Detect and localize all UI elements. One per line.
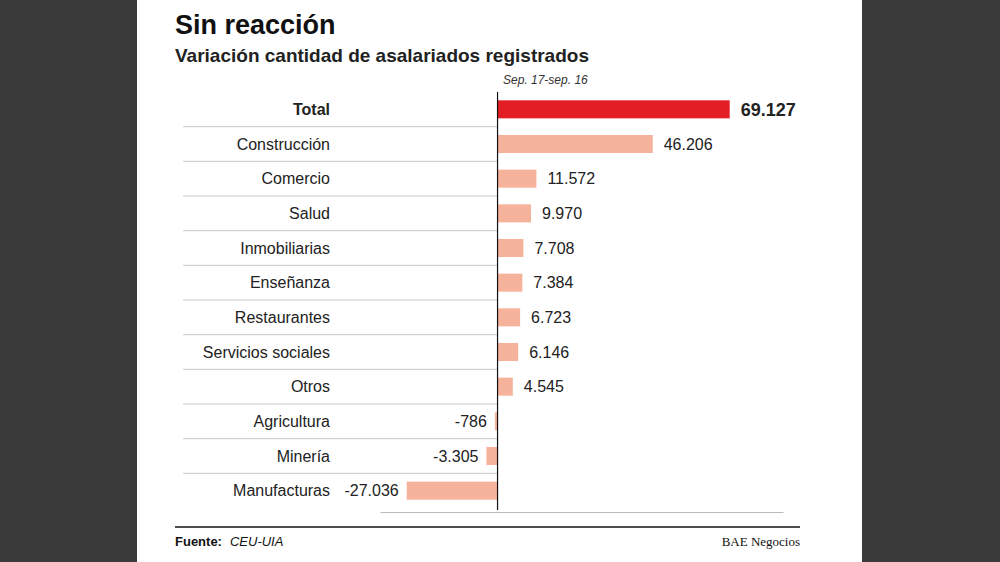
subtitle: Variación cantidad de asalariados regist…: [175, 45, 589, 66]
row-separator: [183, 334, 498, 335]
category-label: Servicios sociales: [203, 344, 330, 361]
background: [0, 0, 1000, 562]
row-separator: [183, 196, 498, 197]
category-label: Restaurantes: [235, 309, 330, 326]
bar: [407, 482, 498, 500]
row-separator: [183, 473, 498, 474]
row-separator: [183, 230, 498, 231]
row-separator: [183, 369, 498, 370]
panel: [137, 0, 862, 562]
category-label: Construcción: [237, 136, 330, 153]
data-label: 9.970: [542, 205, 582, 222]
bar: [498, 100, 730, 118]
bar: [498, 170, 537, 188]
row-separator: [183, 161, 498, 162]
category-labels: Total Construcción Comercio Salud Inmobiliar…: [203, 101, 330, 499]
bar: [498, 378, 513, 396]
category-label: Enseñanza: [250, 274, 330, 291]
data-label: 4.545: [524, 378, 564, 395]
category-label: Total: [293, 101, 330, 118]
data-label: 46.206: [664, 136, 713, 153]
data-label: 11.572: [547, 170, 595, 187]
footer-rule: [175, 526, 800, 528]
data-label: 6.723: [531, 309, 571, 326]
bar: [498, 308, 521, 326]
bar: [498, 239, 524, 257]
row-separators: [183, 127, 498, 474]
data-label: 6.146: [529, 344, 569, 361]
bar: [498, 135, 653, 153]
data-label: 7.708: [534, 240, 574, 257]
row-separator: [183, 404, 498, 405]
title: Sin reacción: [175, 10, 336, 40]
data-labels: 69.127 46.206 11.572 9.970 7.708 7.384 6.723 6.…: [344, 100, 795, 500]
data-label: -27.036: [344, 482, 398, 499]
data-label: 69.127: [741, 100, 796, 120]
category-label: Inmobiliarias: [240, 240, 330, 257]
zero-line: [497, 92, 498, 510]
category-label: Manufacturas: [233, 482, 330, 499]
axis-line: [381, 512, 784, 513]
category-label: Salud: [289, 205, 330, 222]
row-separator: [183, 265, 498, 266]
bar: [498, 274, 523, 292]
category-label: Minería: [277, 448, 330, 465]
category-label: Agricultura: [254, 413, 331, 430]
bars: [407, 100, 730, 499]
row-separator: [183, 300, 498, 301]
x-axis: [381, 512, 784, 513]
row-separator: [183, 438, 498, 439]
source: CEU-UIA: [230, 534, 283, 549]
category-label: Comercio: [262, 170, 331, 187]
row-separator: [183, 126, 498, 127]
chart: Sin reacción Variación cantidad de asalar…: [0, 0, 1000, 562]
source-label: Fuente:: [175, 534, 222, 549]
bar: [498, 204, 531, 222]
bar: [486, 447, 497, 465]
data-label: -3.305: [433, 448, 478, 465]
credit: BAE Negocios: [722, 534, 800, 549]
bar: [498, 343, 519, 361]
category-label: Otros: [291, 378, 330, 395]
data-label: 7.384: [533, 274, 573, 291]
data-label: -786: [455, 413, 487, 430]
axis-label: Sep. 17-sep. 16: [503, 73, 588, 87]
